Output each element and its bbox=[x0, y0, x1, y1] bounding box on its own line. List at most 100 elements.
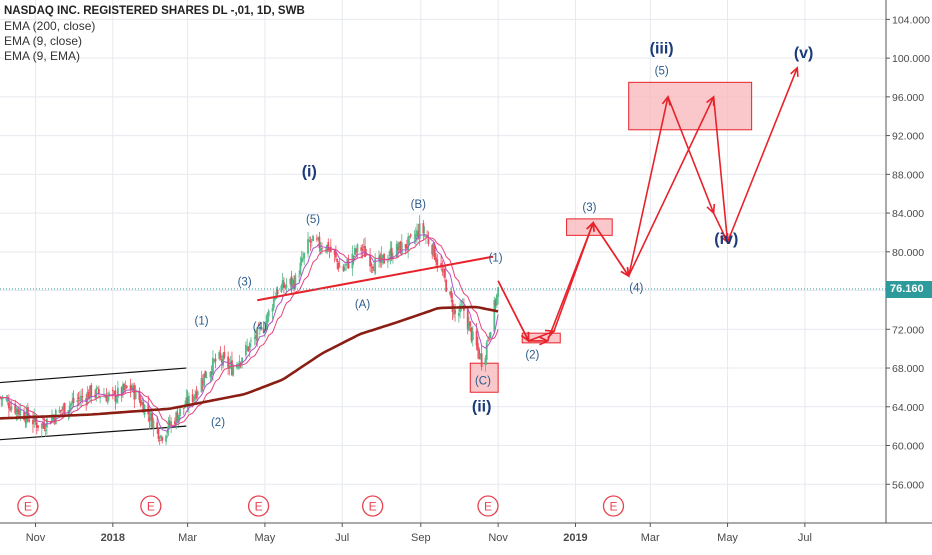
trendline bbox=[257, 255, 494, 302]
x-tick-label: Nov bbox=[488, 532, 508, 544]
candle-body bbox=[308, 240, 311, 242]
candle-body bbox=[157, 429, 160, 439]
candle-body bbox=[432, 243, 435, 256]
y-tick-label: 88.000 bbox=[892, 169, 924, 181]
candle-body bbox=[1, 397, 4, 400]
candle-body bbox=[262, 328, 265, 333]
candle-body bbox=[484, 357, 487, 365]
projection-path-alt-arrowhead bbox=[620, 267, 630, 278]
candle-body bbox=[232, 366, 235, 376]
candle-body bbox=[319, 248, 322, 251]
candle-body bbox=[220, 358, 223, 363]
wave-label: (iv) bbox=[714, 231, 738, 248]
x-tick-label: Jul bbox=[335, 532, 349, 544]
candle-body bbox=[78, 399, 81, 402]
candle-body bbox=[326, 244, 328, 253]
candle-body bbox=[51, 416, 53, 422]
candle-body bbox=[177, 415, 180, 423]
candle-body bbox=[373, 269, 375, 271]
candle-body bbox=[179, 408, 181, 417]
candle-body bbox=[258, 327, 261, 328]
candle-body bbox=[398, 242, 401, 249]
candle-body bbox=[167, 420, 170, 430]
y-tick-label: 80.000 bbox=[892, 247, 924, 259]
candle-body bbox=[63, 403, 66, 415]
candle-body bbox=[479, 354, 482, 358]
y-tick-label: 64.000 bbox=[892, 402, 924, 414]
earnings-event-label: E bbox=[255, 500, 263, 514]
candle-body bbox=[227, 356, 230, 368]
candle-body bbox=[151, 413, 154, 428]
candle-body bbox=[409, 234, 412, 237]
candle-body bbox=[44, 429, 47, 432]
candle-body bbox=[257, 324, 260, 326]
candle-body bbox=[122, 384, 124, 396]
candle-body bbox=[454, 309, 456, 314]
candle-body bbox=[43, 423, 46, 430]
candle-body bbox=[59, 410, 62, 411]
x-tick-label: May bbox=[255, 532, 276, 544]
candle-body bbox=[239, 362, 242, 364]
candle-body bbox=[281, 280, 284, 288]
candle-body bbox=[248, 343, 251, 351]
candle-body bbox=[395, 243, 398, 258]
candle-body bbox=[170, 421, 173, 426]
candle-body bbox=[166, 430, 169, 434]
candle-body bbox=[16, 409, 19, 413]
candle-body bbox=[470, 327, 473, 341]
ema-lines bbox=[0, 234, 499, 432]
x-tick-label: Mar bbox=[178, 532, 197, 544]
candle-body bbox=[450, 290, 453, 298]
candle-body bbox=[10, 406, 13, 410]
candle-body bbox=[488, 336, 491, 339]
candle-body bbox=[7, 402, 10, 409]
candle-body bbox=[497, 287, 500, 297]
indicator-ema9-close[interactable]: EMA (9, close) bbox=[4, 34, 83, 48]
y-tick-label: 96.000 bbox=[892, 92, 924, 104]
candle-body bbox=[299, 262, 302, 275]
indicator-ema200[interactable]: EMA (200, close) bbox=[4, 19, 96, 33]
candle-body bbox=[72, 397, 75, 404]
indicator-ema9-ema[interactable]: EMA (9, EMA) bbox=[4, 49, 81, 63]
wave-label: (1) bbox=[489, 253, 503, 265]
candle-body bbox=[337, 262, 340, 269]
projection-path-arrowhead bbox=[790, 66, 799, 77]
candle-body bbox=[493, 300, 496, 332]
candle-body bbox=[266, 313, 269, 324]
candle-body bbox=[35, 422, 38, 428]
candle-body bbox=[405, 246, 408, 249]
candle-body bbox=[97, 389, 100, 395]
candle-body bbox=[265, 321, 268, 331]
candle-body bbox=[185, 397, 188, 406]
y-tick-label: 60.000 bbox=[892, 441, 924, 453]
earnings-event-label: E bbox=[609, 500, 617, 514]
candle-body bbox=[431, 244, 434, 255]
candle-body bbox=[444, 268, 446, 278]
candle-body bbox=[276, 289, 279, 295]
candle-body bbox=[312, 235, 314, 242]
candle-body bbox=[115, 398, 118, 403]
candle-body bbox=[158, 440, 161, 442]
candle-body bbox=[19, 410, 22, 416]
candle-body bbox=[40, 423, 43, 429]
candle-body bbox=[45, 418, 48, 428]
candle-body bbox=[271, 307, 274, 312]
candle-body bbox=[71, 400, 74, 404]
candle-body bbox=[369, 254, 372, 267]
candle-body bbox=[250, 340, 252, 342]
candle-body bbox=[404, 244, 407, 249]
candle-body bbox=[218, 351, 221, 360]
candle-body bbox=[53, 417, 56, 423]
wave-label: (iii) bbox=[650, 40, 674, 57]
projection-path-alt-arrowhead bbox=[539, 336, 550, 346]
wave-label: (B) bbox=[411, 199, 427, 211]
candle-body bbox=[87, 391, 90, 399]
candle-body bbox=[130, 387, 133, 390]
y-tick-label: 72.000 bbox=[892, 324, 924, 336]
candle-body bbox=[26, 407, 29, 419]
target-zone bbox=[469, 362, 499, 393]
candle-body bbox=[95, 388, 98, 398]
y-tick-label: 68.000 bbox=[892, 363, 924, 375]
